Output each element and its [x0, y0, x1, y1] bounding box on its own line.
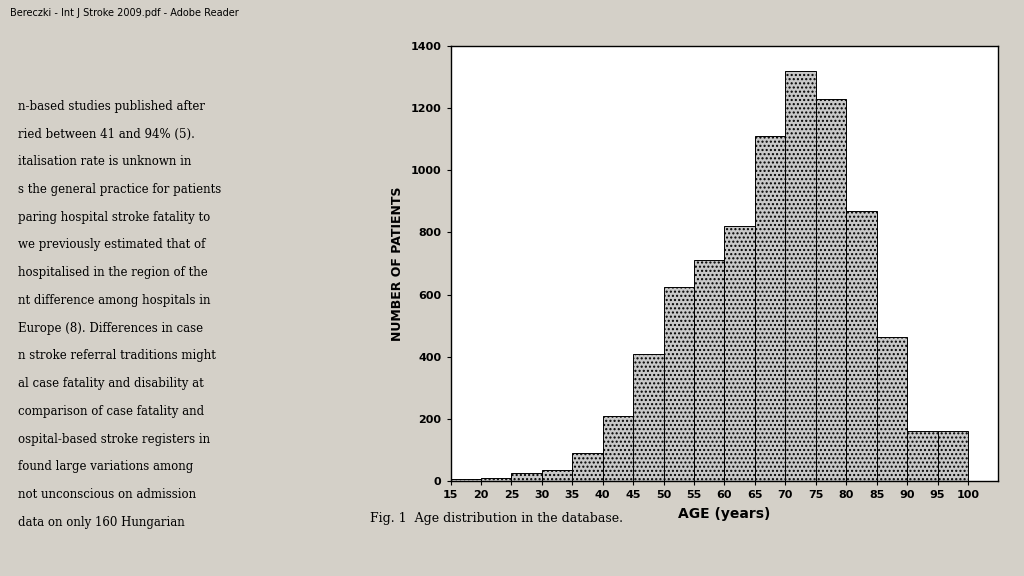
- Text: al case fatality and disability at: al case fatality and disability at: [18, 377, 204, 390]
- Bar: [603, 416, 633, 481]
- Bar: [785, 71, 816, 481]
- Text: paring hospital stroke fatality to: paring hospital stroke fatality to: [18, 211, 210, 223]
- Bar: [664, 287, 694, 481]
- Y-axis label: NUMBER OF PATIENTS: NUMBER OF PATIENTS: [391, 186, 403, 341]
- Bar: [725, 226, 755, 481]
- Bar: [511, 473, 542, 481]
- Text: we previously estimated that of: we previously estimated that of: [18, 238, 206, 252]
- X-axis label: AGE (years): AGE (years): [678, 507, 771, 521]
- Bar: [572, 453, 603, 481]
- Text: not unconscious on admission: not unconscious on admission: [18, 488, 197, 501]
- Text: n-based studies published after: n-based studies published after: [18, 100, 205, 113]
- Text: Fig. 1  Age distribution in the database.: Fig. 1 Age distribution in the database.: [370, 513, 623, 525]
- Bar: [755, 136, 785, 481]
- Bar: [694, 260, 725, 481]
- Bar: [633, 354, 664, 481]
- Text: ospital-based stroke registers in: ospital-based stroke registers in: [18, 433, 210, 446]
- Bar: [846, 211, 877, 481]
- Bar: [816, 99, 846, 481]
- Text: found large variations among: found large variations among: [18, 460, 194, 473]
- Text: ried between 41 and 94% (5).: ried between 41 and 94% (5).: [18, 127, 195, 141]
- Bar: [907, 431, 938, 481]
- Bar: [451, 479, 481, 481]
- Bar: [481, 478, 511, 481]
- Bar: [938, 431, 968, 481]
- Text: Europe (8). Differences in case: Europe (8). Differences in case: [18, 321, 204, 335]
- Bar: [542, 470, 572, 481]
- Text: italisation rate is unknown in: italisation rate is unknown in: [18, 156, 191, 168]
- Text: comparison of case fatality and: comparison of case fatality and: [18, 405, 205, 418]
- Text: s the general practice for patients: s the general practice for patients: [18, 183, 221, 196]
- Text: data on only 160 Hungarian: data on only 160 Hungarian: [18, 516, 185, 529]
- Text: n stroke referral traditions might: n stroke referral traditions might: [18, 350, 216, 362]
- Text: Bereczki - Int J Stroke 2009.pdf - Adobe Reader: Bereczki - Int J Stroke 2009.pdf - Adobe…: [10, 8, 239, 18]
- Text: hospitalised in the region of the: hospitalised in the region of the: [18, 266, 208, 279]
- Bar: [877, 336, 907, 481]
- Text: nt difference among hospitals in: nt difference among hospitals in: [18, 294, 211, 307]
